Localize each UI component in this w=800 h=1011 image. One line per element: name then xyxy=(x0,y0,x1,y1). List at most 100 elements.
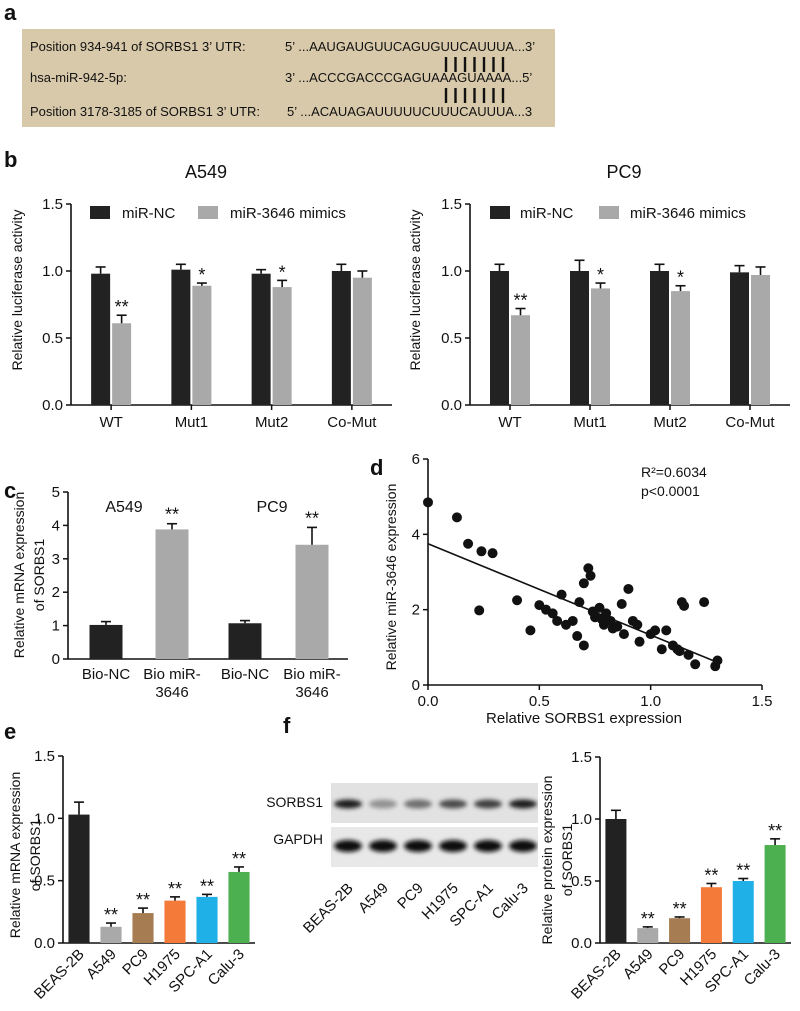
chart-e-bar xyxy=(228,871,250,943)
blot-band xyxy=(334,840,362,852)
chart-c-significance: ** xyxy=(165,505,179,525)
chart-b-left-x-tick-label: Mut1 xyxy=(175,414,208,431)
legend-label-mir-nc-right: miR-NC xyxy=(520,205,573,222)
western-blot-svg xyxy=(331,783,538,867)
blot-lane-label: A549 xyxy=(355,880,392,917)
sequence-row-1-label: Position 934-941 of SORBS1 3’ UTR: xyxy=(30,39,246,54)
chart-b-left-plot: 0.0 0.5 1.0 1.5 WT ** Mut1 * Mut2 * Co-Mut xyxy=(42,196,392,431)
chart-b-right-bar xyxy=(671,291,690,405)
chart-d-point xyxy=(578,640,589,651)
chart-c-y-tick-label: 3 xyxy=(52,551,60,568)
chart-b-left-bar xyxy=(112,323,132,405)
chart-f-bar xyxy=(669,918,691,943)
chart-b-left-x-tick-label: Mut2 xyxy=(255,414,288,431)
chart-b-right-plot: 0.0 0.5 1.0 1.5 WT ** Mut1 * Mut2 * Co-Mut xyxy=(441,196,790,431)
chart-d-point xyxy=(632,619,643,630)
chart-d-point xyxy=(525,625,536,636)
chart-d-point xyxy=(556,589,567,600)
chart-c-y-tick-label: 0 xyxy=(52,651,60,668)
chart-b-left-bar xyxy=(192,285,212,405)
panel-b-right-chart: PC9 Relative luciferase activity 0.0 0.5 1… xyxy=(407,162,790,431)
chart-f-x-tick-label: Calu-3 xyxy=(741,946,784,989)
legend-swatch-mir-nc-right xyxy=(490,206,510,219)
chart-e-significance: ** xyxy=(168,879,182,899)
chart-c-bar xyxy=(155,529,189,659)
chart-d-y-tick-label: 4 xyxy=(412,526,420,543)
panel-label-e: e xyxy=(4,719,16,744)
chart-d-point xyxy=(690,659,701,670)
chart-c-y-tick-label: 5 xyxy=(52,484,60,501)
chart-b-right-bar xyxy=(730,272,749,405)
panel-label-f: f xyxy=(283,713,291,738)
chart-e-x-tick-label: BEAS-2B xyxy=(31,946,88,1003)
chart-b-left-title: A549 xyxy=(185,162,227,182)
chart-b-left-bar xyxy=(352,277,372,405)
sequence-row-2-seq: 3’ ...ACCCGACCCGAGUAAAGUAAAA...5’ xyxy=(285,70,532,85)
panel-label-c: c xyxy=(4,478,16,503)
blot-band xyxy=(439,799,467,809)
chart-c-significance: ** xyxy=(305,508,319,528)
legend-swatch-mir-3646 xyxy=(198,206,218,219)
chart-b-right-significance: ** xyxy=(513,291,527,311)
chart-d-point xyxy=(474,605,485,616)
chart-c-x-tick-label: Bio miR- xyxy=(283,666,341,683)
chart-c-group-title-a549: A549 xyxy=(105,499,142,516)
chart-b-right-y-tick-label: 1.0 xyxy=(441,263,462,280)
chart-b-right-x-tick-label: WT xyxy=(498,414,521,431)
chart-e-significance: ** xyxy=(104,905,118,925)
chart-f-significance: ** xyxy=(641,909,655,929)
chart-c-x-tick-label: Bio-NC xyxy=(82,666,131,683)
chart-f-significance: ** xyxy=(736,861,750,881)
chart-e-bar xyxy=(68,814,90,943)
chart-d-point xyxy=(674,646,685,657)
chart-f-y-tick-label: 0.5 xyxy=(571,873,592,890)
chart-b-left-bar xyxy=(331,271,351,405)
chart-b-left-significance: * xyxy=(198,265,205,285)
chart-f-y-tick-label: 1.0 xyxy=(571,811,592,828)
chart-d-point xyxy=(618,629,629,640)
chart-d-x-tick-label: 1.5 xyxy=(752,693,773,710)
chart-c-x-tick-label: Bio miR- xyxy=(143,666,201,683)
chart-b-right-bar xyxy=(490,271,509,405)
chart-f-ylabel-line1: Relative protein expression xyxy=(539,776,555,945)
chart-e-ylabel-line1: Relative mRNA expression xyxy=(7,772,23,939)
chart-b-right-title: PC9 xyxy=(606,162,641,182)
chart-d-x-tick-label: 0.0 xyxy=(418,693,439,710)
panel-c-chart: Relative mRNA expression of SORBS1 A549 … xyxy=(11,484,348,701)
chart-b-left-significance: * xyxy=(279,262,286,282)
chart-c-bar xyxy=(89,624,123,659)
chart-f-bar xyxy=(605,819,627,943)
blot-label-gapdh: GAPDH xyxy=(273,831,323,847)
panel-e-chart: Relative mRNA expression of SORBS1 0.0 0.… xyxy=(7,748,255,1003)
chart-b-left-y-tick-label: 1.5 xyxy=(42,196,63,213)
chart-e-x-tick-label: A549 xyxy=(83,946,120,983)
chart-f-bar xyxy=(700,887,722,943)
chart-e-y-tick-label: 0.5 xyxy=(34,873,55,890)
panel-f-chart: Relative protein expression of SORBS1 0.… xyxy=(539,749,791,1003)
chart-d-point xyxy=(578,578,589,589)
chart-b-left-significance: ** xyxy=(115,297,129,317)
chart-d-point xyxy=(679,600,690,611)
chart-b-left-x-tick-label: WT xyxy=(99,414,122,431)
chart-c-group-title-pc9: PC9 xyxy=(256,499,287,516)
chart-b-left-y-tick-label: 1.0 xyxy=(42,263,63,280)
chart-b-left-x-tick-label: Co-Mut xyxy=(327,414,377,431)
chart-f-significance: ** xyxy=(673,899,687,919)
base-pairing-lines-bottom xyxy=(444,88,505,103)
chart-b-right-ylabel: Relative luciferase activity xyxy=(407,209,423,370)
sequence-row-3-label: Position 3178-3185 of SORBS1 3’ UTR: xyxy=(30,104,260,119)
chart-d-point xyxy=(572,631,583,642)
chart-b-right-bar xyxy=(751,275,770,405)
chart-c-x-tick-label: Bio-NC xyxy=(221,666,270,683)
chart-b-left-bar xyxy=(272,287,292,405)
chart-d-ylabel: Relative miR-3646 expression xyxy=(383,484,399,671)
chart-d-point xyxy=(567,615,578,626)
chart-f-x-tick-label: A549 xyxy=(620,946,657,983)
chart-d-point xyxy=(423,497,433,508)
chart-b-right-bar xyxy=(570,271,589,405)
chart-d-point xyxy=(661,625,672,636)
chart-e-bar xyxy=(164,900,186,943)
